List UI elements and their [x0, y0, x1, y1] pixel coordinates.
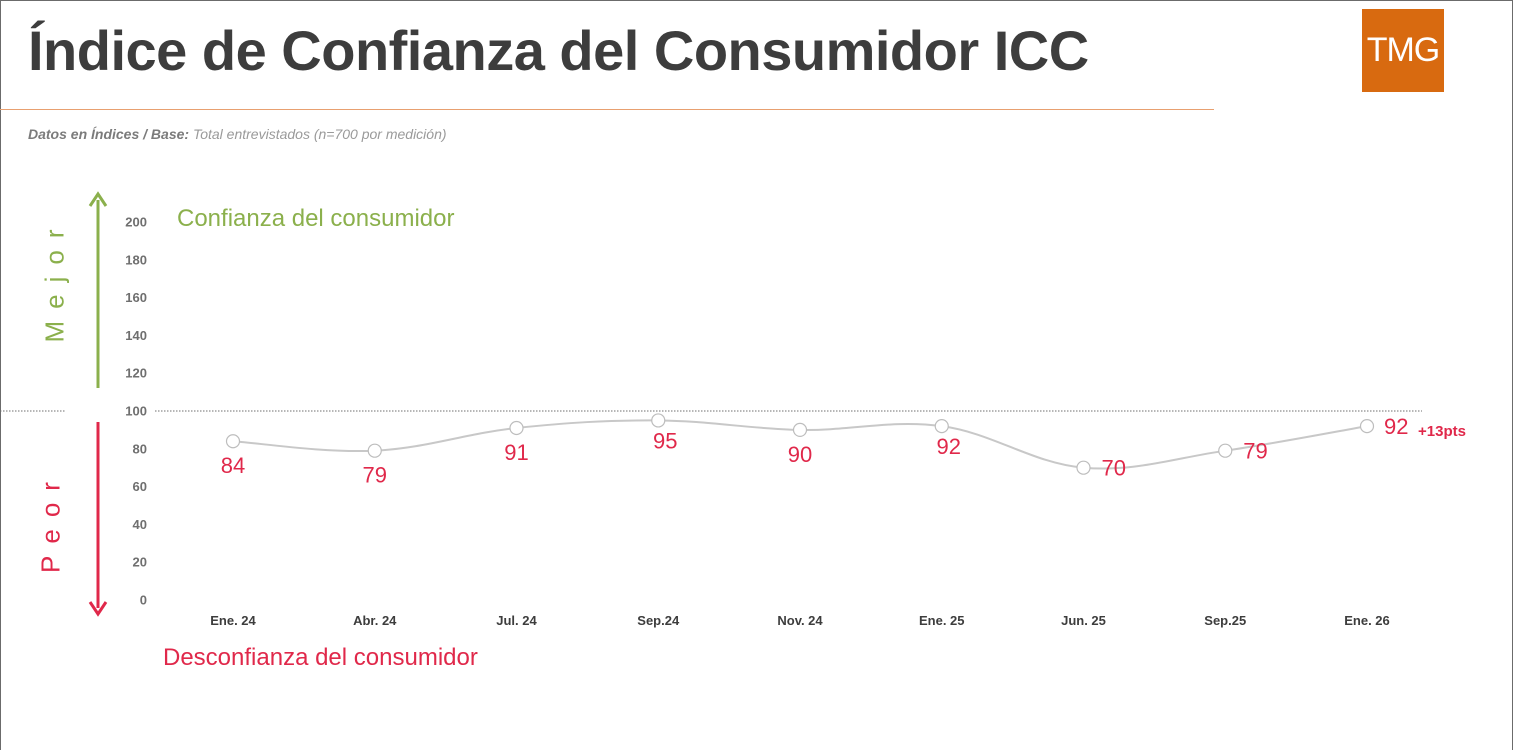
x-tick-label: Ene. 24: [210, 613, 256, 628]
base-note-bold: Datos en Índices / Base:: [28, 126, 190, 142]
change-label: +13pts: [1418, 423, 1466, 440]
y-tick-label: 100: [125, 404, 147, 419]
x-tick-label: Nov. 24: [777, 613, 823, 628]
data-point: [1359, 419, 1375, 434]
data-point: [1076, 460, 1091, 475]
x-tick-label: Sep.24: [637, 613, 680, 628]
data-label: 95: [653, 428, 677, 453]
confidence-zone-label: Confianza del consumidor: [177, 205, 455, 232]
y-tick-label: 80: [133, 441, 147, 456]
x-tick-label: Jul. 24: [496, 613, 537, 628]
title-divider: [0, 109, 1214, 110]
y-tick-label: 0: [140, 593, 147, 608]
data-label: 92: [1384, 414, 1408, 439]
x-tick-label: Ene. 26: [1344, 613, 1390, 628]
data-label: 70: [1102, 456, 1126, 481]
data-point: [651, 413, 666, 428]
data-point: [367, 443, 382, 458]
base-note: Datos en Índices / Base: Total entrevist…: [28, 126, 447, 142]
data-point: [934, 419, 949, 434]
y-tick-label: 40: [133, 517, 147, 532]
y-tick-label: 20: [133, 555, 147, 570]
data-label: 84: [221, 453, 245, 478]
data-label: 79: [1243, 439, 1267, 464]
x-tick-label: Ene. 25: [919, 613, 965, 628]
better-arrowhead: [88, 191, 108, 207]
x-tick-label: Sep.25: [1204, 613, 1246, 628]
y-tick-label: 120: [125, 366, 147, 381]
distrust-zone-label: Desconfianza del consumidor: [163, 644, 478, 671]
tmg-logo: TMG: [1362, 9, 1444, 92]
page-title: Índice de Confianza del Consumidor ICC: [28, 19, 1089, 82]
data-point: [792, 422, 808, 437]
base-note-text: Total entrevistados (n=700 por medición): [189, 126, 447, 142]
y-tick-label: 160: [125, 290, 147, 305]
data-label: 91: [504, 440, 528, 465]
y-tick-label: 140: [125, 328, 147, 343]
data-point: [509, 420, 524, 436]
x-tick-label: Abr. 24: [353, 613, 397, 628]
x-tick-label: Jun. 25: [1061, 613, 1106, 628]
worse-arrowhead: [88, 601, 108, 617]
y-tick-label: 180: [125, 252, 147, 267]
y-tick-label: 60: [133, 479, 147, 494]
data-point: [225, 434, 241, 449]
data-point: [1218, 443, 1233, 458]
data-label: 79: [363, 463, 387, 488]
data-label: 92: [937, 434, 961, 459]
data-label: 90: [788, 442, 812, 467]
direction-arrows: [88, 191, 108, 617]
y-tick-label: 200: [125, 215, 147, 230]
